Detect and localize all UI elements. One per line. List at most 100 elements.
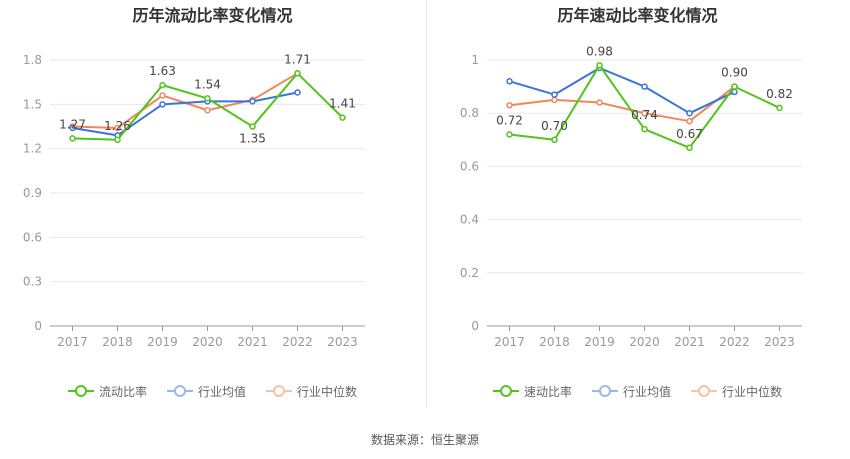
data-point — [69, 135, 76, 142]
y-tick-label: 0.4 — [460, 213, 479, 227]
legend-label: 行业中位数 — [297, 384, 358, 399]
y-tick-label: 0.2 — [460, 266, 479, 280]
chart-title: 历年流动比率变化情况 — [132, 6, 293, 25]
legend-label: 行业中位数 — [722, 384, 783, 399]
data-point — [596, 62, 603, 69]
data-label: 1.63 — [149, 64, 176, 78]
y-tick-label: 1.5 — [23, 97, 42, 111]
x-tick-label: 2023 — [764, 335, 795, 349]
legend: 流动比率 行业均值 行业中位数 — [0, 381, 425, 401]
data-point — [159, 92, 166, 99]
data-point — [249, 98, 256, 105]
legend-swatch-icon — [67, 384, 94, 398]
data-point — [641, 125, 648, 133]
data-point — [69, 124, 76, 132]
legend-label: 速动比率 — [523, 384, 572, 399]
x-tick-label: 2017 — [57, 335, 88, 349]
legend-item-industry-mean[interactable]: 行业均值 — [166, 383, 246, 400]
data-point — [641, 83, 648, 90]
legend-item-quick-ratio[interactable]: 速动比率 — [492, 383, 572, 400]
y-tick-label: 0.9 — [23, 186, 42, 200]
data-label: 0.70 — [541, 119, 568, 133]
data-label: 0.90 — [721, 66, 748, 80]
legend-swatch-icon — [492, 384, 519, 398]
data-label: 0.98 — [586, 44, 613, 58]
legend-item-industry-mean[interactable]: 行业均值 — [591, 383, 671, 400]
data-point — [686, 144, 693, 152]
data-point — [551, 91, 558, 98]
current-ratio-plot: 0 0.3 0.6 0.9 1.2 1.5 1.8 2017 2018 2019 2020 2021 2… — [23, 52, 365, 349]
data-point — [294, 70, 301, 77]
data-label: 1.27 — [59, 117, 86, 131]
quick-ratio-plot: 0 0.2 0.4 0.6 0.8 1 2017 2018 2019 2020 2021 2022 20… — [460, 44, 802, 349]
data-point — [686, 109, 693, 117]
data-label: 1.26 — [104, 119, 131, 133]
x-tick-label: 2020 — [629, 335, 660, 349]
data-point — [114, 124, 121, 132]
legend-item-industry-median[interactable]: 行业中位数 — [266, 383, 357, 400]
y-tick-label: 1.2 — [23, 142, 42, 156]
x-tick-label: 2018 — [539, 335, 570, 349]
data-source: 数据来源：恒生聚源 — [370, 433, 479, 447]
y-tick-label: 0.8 — [460, 106, 479, 120]
y-tick-label: 0.3 — [23, 275, 42, 289]
data-point — [249, 123, 256, 130]
data-point — [686, 117, 693, 125]
data-point — [204, 95, 211, 102]
x-tick-label: 2022 — [719, 335, 750, 349]
data-label: 0.82 — [766, 87, 793, 101]
y-tick-label: 0 — [471, 319, 479, 333]
y-tick-label: 1 — [471, 53, 479, 67]
x-tick-label: 2019 — [584, 335, 615, 349]
data-point — [204, 106, 211, 114]
series-line-1 — [509, 66, 735, 115]
x-tick-label: 2017 — [494, 335, 525, 349]
quick-ratio-chart: 历年速动比率变化情况 0 0.2 0.4 0.6 0.8 1 2017 2018 2019 202… — [425, 0, 850, 410]
data-point — [551, 96, 558, 104]
current-ratio-chart: 历年流动比率变化情况 0 0.3 0.6 0.9 1.2 1.5 1.8 2017 2018 20… — [0, 0, 425, 410]
data-label: 0.74 — [631, 108, 658, 122]
data-label: 0.67 — [676, 127, 703, 141]
data-point — [506, 101, 513, 109]
data-label: 1.54 — [194, 77, 221, 91]
data-point — [159, 101, 166, 108]
series-line-1 — [72, 91, 298, 137]
data-point — [506, 131, 513, 138]
data-label: 1.71 — [284, 52, 311, 66]
legend-label: 行业均值 — [622, 384, 671, 399]
data-point — [159, 81, 166, 89]
legend-swatch-icon — [591, 384, 618, 398]
x-tick-label: 2020 — [192, 335, 223, 349]
data-label: 0.72 — [496, 113, 523, 127]
data-point — [596, 99, 603, 106]
legend: 速动比率 行业均值 行业中位数 — [425, 381, 850, 401]
data-point — [506, 78, 513, 85]
x-tick-label: 2022 — [282, 335, 313, 349]
legend-swatch-icon — [266, 384, 292, 398]
data-point — [776, 104, 783, 112]
data-point — [641, 109, 648, 117]
y-tick-label: 0 — [34, 319, 42, 333]
legend-item-industry-median[interactable]: 行业中位数 — [691, 383, 782, 400]
data-point — [731, 83, 738, 90]
legend-item-current-ratio[interactable]: 流动比率 — [67, 383, 147, 400]
x-tick-label: 2018 — [102, 335, 133, 349]
series-line-2 — [509, 85, 736, 123]
chart-title: 历年速动比率变化情况 — [557, 6, 718, 25]
x-tick-label: 2021 — [674, 335, 705, 349]
data-point — [551, 136, 558, 144]
y-tick-label: 0.6 — [460, 159, 479, 173]
x-tick-label: 2021 — [237, 335, 268, 349]
data-label: 1.35 — [239, 132, 266, 146]
y-tick-label: 0.6 — [23, 230, 42, 244]
y-tick-label: 1.8 — [23, 53, 42, 67]
data-point — [339, 114, 346, 121]
x-tick-label: 2019 — [147, 335, 178, 349]
legend-label: 流动比率 — [98, 384, 147, 399]
x-tick-label: 2023 — [327, 335, 358, 349]
legend-swatch-icon — [691, 384, 717, 398]
data-point — [294, 89, 301, 96]
data-label: 1.41 — [329, 97, 356, 111]
legend-label: 行业均值 — [197, 384, 246, 399]
data-point — [114, 136, 121, 144]
